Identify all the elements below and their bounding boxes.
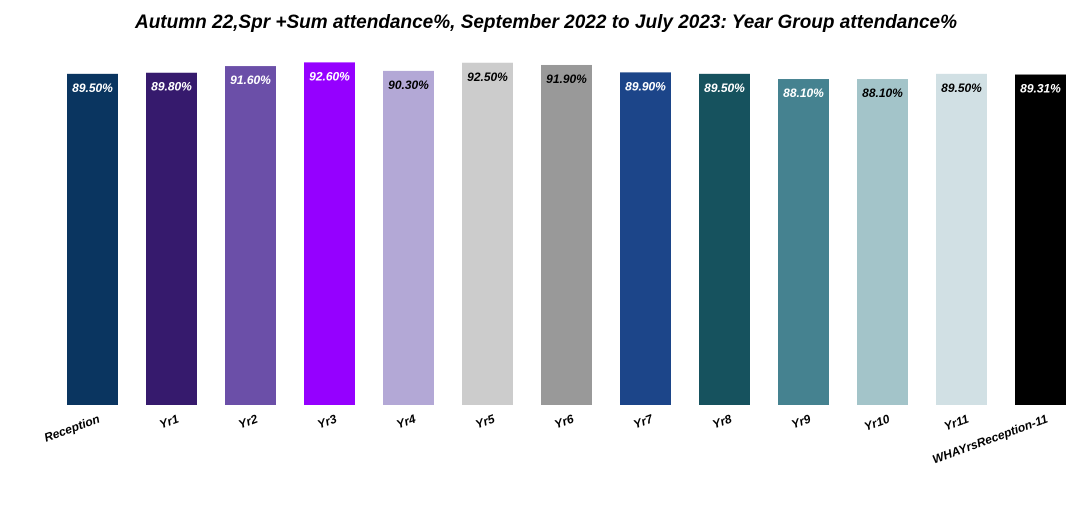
x-tick-label-yr4: Yr4 [395,412,418,432]
chart-title: Autumn 22,Spr +Sum attendance%, Septembe… [134,12,958,33]
x-tick-label-yr9: Yr9 [790,412,813,432]
data-label-yr5: 92.50% [467,70,508,84]
data-label-yr3: 92.60% [309,69,350,83]
data-label-yr1: 89.80% [151,80,192,94]
bar-yr2 [225,66,276,405]
data-label-whayrsreception-11: 89.31% [1020,82,1061,96]
x-tick-label-yr7: Yr7 [632,411,656,431]
data-label-yr8: 89.50% [704,81,745,95]
data-label-reception: 89.50% [72,81,113,95]
data-label-yr10: 88.10% [862,86,903,100]
bar-yr11 [936,73,987,405]
data-label-yr6: 91.90% [546,72,587,86]
bar-yr3 [304,62,355,405]
data-label-yr2: 91.60% [230,73,271,87]
x-tick-label-reception: Reception [42,412,101,445]
bar-yr4 [383,70,434,405]
bar-yr10 [857,79,908,405]
bar-yr1 [146,72,197,406]
bar-yr9 [778,79,829,405]
data-label-yr7: 89.90% [625,79,666,93]
x-tick-label-yr11: Yr11 [942,412,971,434]
data-label-yr4: 90.30% [388,78,429,92]
bar-yr7 [620,72,671,406]
x-tick-label-yr5: Yr5 [474,412,497,432]
bar-yr6 [541,64,592,405]
x-tick-label-yr6: Yr6 [553,412,576,432]
bar-yr5 [462,62,513,405]
x-tick-label-yr1: Yr1 [158,412,181,432]
data-label-yr11: 89.50% [941,81,982,95]
x-tick-label-yr8: Yr8 [711,412,734,432]
x-tick-label-yr10: Yr10 [862,412,892,434]
bar-whayrsreception-11 [1015,74,1066,405]
bar-reception [67,73,118,405]
x-tick-label-yr2: Yr2 [237,412,260,432]
x-tick-label-yr3: Yr3 [316,412,339,432]
bar-yr8 [699,73,750,405]
data-label-yr9: 88.10% [783,86,824,100]
